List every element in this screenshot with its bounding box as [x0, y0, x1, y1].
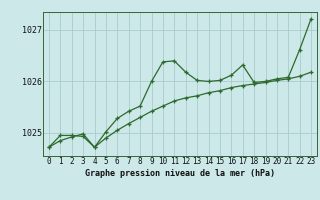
X-axis label: Graphe pression niveau de la mer (hPa): Graphe pression niveau de la mer (hPa): [85, 169, 275, 178]
